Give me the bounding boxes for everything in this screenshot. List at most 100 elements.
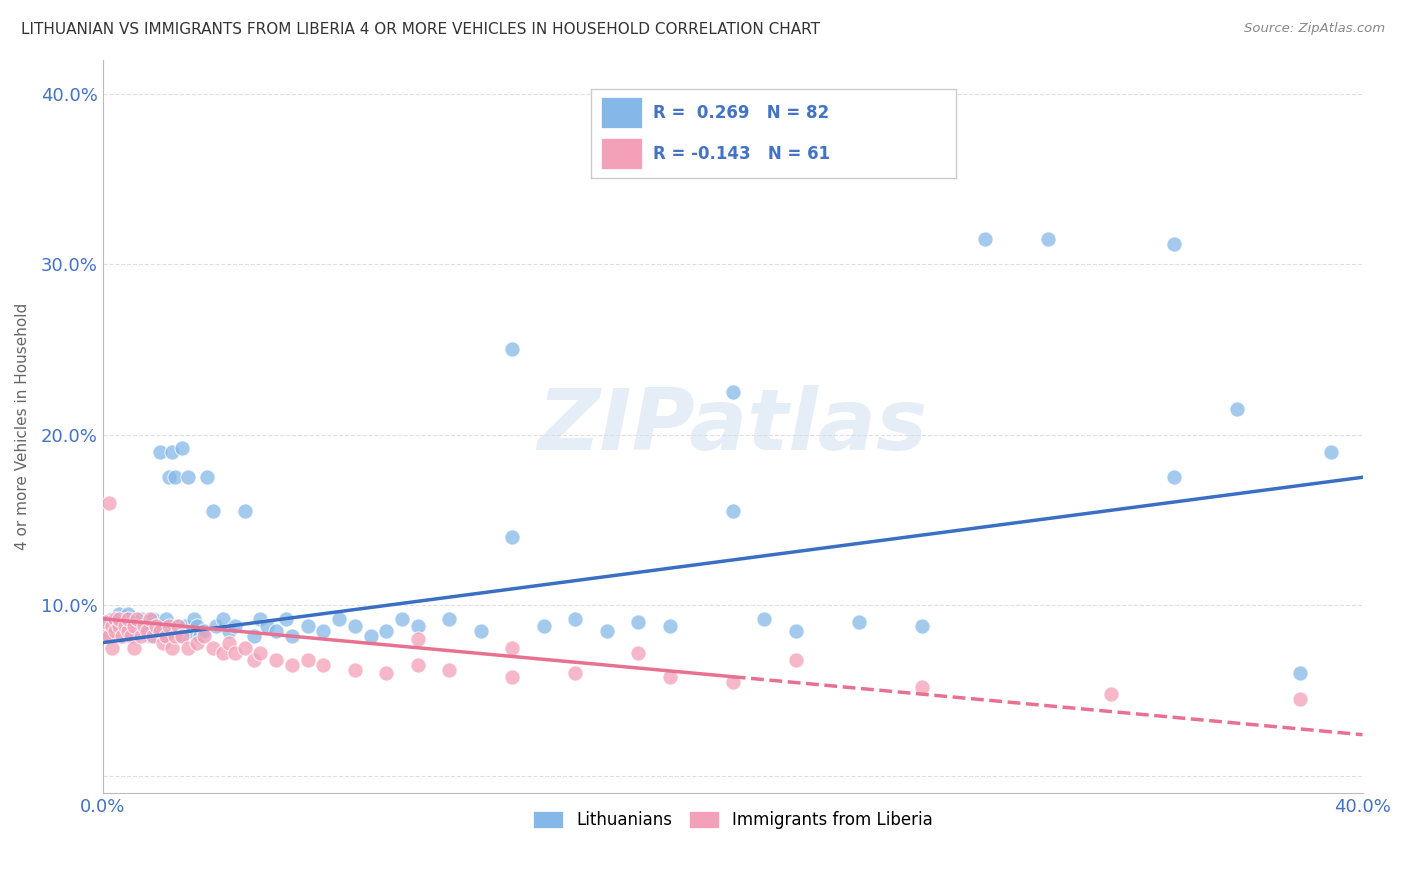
Point	[186, 618, 208, 632]
Point	[98, 629, 121, 643]
Point	[256, 618, 278, 632]
Point	[281, 657, 304, 672]
Point	[224, 618, 246, 632]
Point	[343, 618, 366, 632]
Point	[406, 632, 429, 647]
Y-axis label: 4 or more Vehicles in Household: 4 or more Vehicles in Household	[15, 302, 30, 549]
Point	[120, 624, 142, 638]
Point	[218, 635, 240, 649]
Point	[183, 612, 205, 626]
Point	[501, 670, 523, 684]
Point	[211, 612, 233, 626]
Point	[1036, 231, 1059, 245]
Point	[406, 618, 429, 632]
Point	[160, 624, 183, 638]
Point	[124, 618, 146, 632]
Point	[111, 618, 134, 632]
Legend: Lithuanians, Immigrants from Liberia: Lithuanians, Immigrants from Liberia	[526, 804, 939, 836]
Point	[155, 629, 177, 643]
Point	[165, 470, 187, 484]
Point	[785, 624, 807, 638]
Point	[249, 646, 271, 660]
Point	[104, 612, 127, 626]
Point	[312, 657, 335, 672]
Text: ZIPatlas: ZIPatlas	[537, 384, 928, 467]
Point	[193, 624, 215, 638]
Point	[132, 624, 155, 638]
Point	[139, 618, 162, 632]
Point	[195, 470, 218, 484]
Point	[202, 640, 225, 655]
Point	[148, 624, 170, 638]
Point	[170, 629, 193, 643]
Point	[155, 629, 177, 643]
Point	[104, 618, 127, 632]
Point	[1320, 444, 1343, 458]
Point	[501, 530, 523, 544]
Point	[124, 615, 146, 630]
Point	[180, 624, 202, 638]
Point	[1163, 470, 1185, 484]
Point	[117, 624, 139, 638]
Point	[152, 624, 174, 638]
Text: R =  0.269   N = 82: R = 0.269 N = 82	[652, 103, 828, 122]
Point	[145, 624, 167, 638]
Point	[190, 629, 212, 643]
Point	[170, 629, 193, 643]
Point	[129, 629, 152, 643]
Point	[157, 470, 180, 484]
Point	[297, 653, 319, 667]
Point	[391, 612, 413, 626]
Point	[117, 612, 139, 626]
Point	[343, 663, 366, 677]
Point	[107, 612, 129, 626]
Point	[658, 670, 681, 684]
Point	[205, 618, 228, 632]
Point	[501, 343, 523, 357]
Point	[152, 635, 174, 649]
Point	[114, 612, 136, 626]
Point	[107, 629, 129, 643]
Point	[1163, 236, 1185, 251]
Point	[233, 640, 256, 655]
Point	[1099, 687, 1122, 701]
Point	[136, 624, 159, 638]
Point	[177, 470, 200, 484]
Point	[281, 629, 304, 643]
Point	[101, 618, 124, 632]
Point	[167, 618, 190, 632]
Point	[107, 618, 129, 632]
Point	[155, 612, 177, 626]
Point	[136, 615, 159, 630]
Point	[911, 618, 934, 632]
Point	[1288, 666, 1310, 681]
Point	[721, 384, 744, 399]
Point	[243, 629, 266, 643]
Point	[165, 629, 187, 643]
Point	[160, 640, 183, 655]
Point	[375, 624, 398, 638]
Point	[1226, 402, 1249, 417]
Point	[264, 653, 287, 667]
Point	[564, 612, 586, 626]
Point	[754, 612, 776, 626]
Point	[297, 618, 319, 632]
Point	[120, 629, 142, 643]
Point	[132, 618, 155, 632]
Point	[264, 624, 287, 638]
Point	[233, 504, 256, 518]
Point	[375, 666, 398, 681]
Point	[139, 612, 162, 626]
Point	[186, 635, 208, 649]
Point	[848, 615, 870, 630]
Point	[911, 680, 934, 694]
Point	[94, 615, 117, 630]
Point	[98, 496, 121, 510]
Point	[114, 618, 136, 632]
Point	[360, 629, 382, 643]
Point	[973, 231, 995, 245]
Point	[249, 612, 271, 626]
Point	[721, 674, 744, 689]
Point	[142, 612, 165, 626]
Point	[658, 618, 681, 632]
